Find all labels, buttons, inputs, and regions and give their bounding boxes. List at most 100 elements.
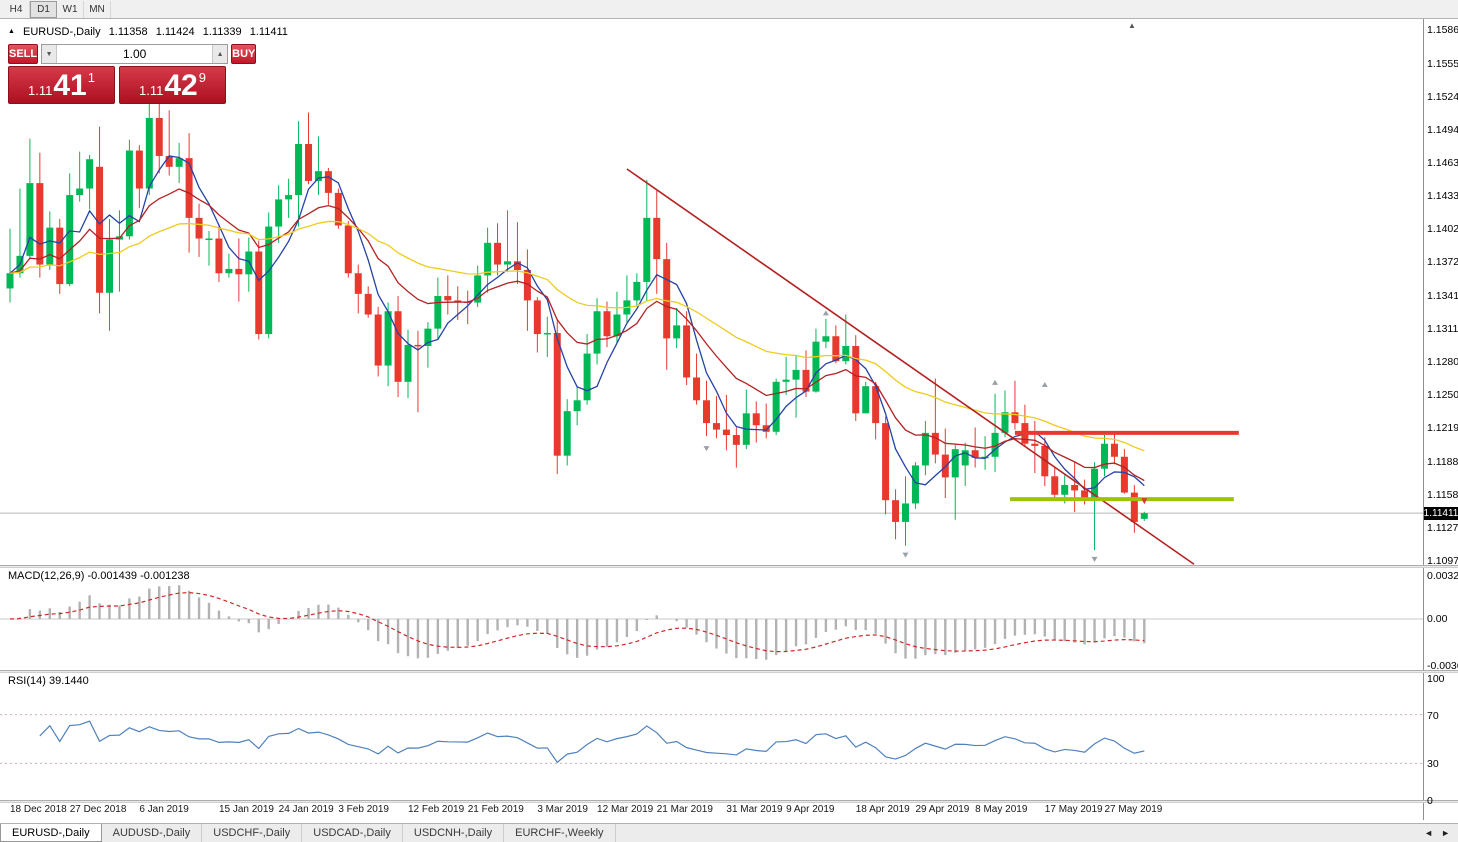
price-scale-label: 1.13110 (1427, 322, 1458, 335)
volume-input[interactable] (57, 45, 213, 63)
fractal-marker (992, 379, 999, 385)
fractal-marker (1041, 382, 1048, 388)
rsi-panel-splitter[interactable] (0, 670, 1458, 673)
price-scale-label: 1.15245 (1427, 90, 1458, 103)
symbol-icon: ▲ (8, 28, 15, 35)
timeframe-h4-button[interactable]: H4 (3, 0, 30, 18)
fractal-marker (1091, 556, 1098, 562)
price-scale-label: 1.12195 (1427, 421, 1458, 434)
date-axis-label: 17 May 2019 (1044, 804, 1103, 815)
date-axis-label: 29 Apr 2019 (915, 804, 970, 815)
tab-usdcad-daily[interactable]: USDCAD-,Daily (302, 824, 403, 842)
price-scale-label: 1.15860 (1427, 24, 1458, 36)
current-price-tag: 1.11411 (1423, 507, 1458, 520)
date-axis-label: 3 Mar 2019 (537, 804, 588, 815)
date-axis-label: 9 Apr 2019 (786, 804, 835, 815)
chart-shift-marker[interactable]: ▲ (1128, 21, 1136, 30)
date-axis-label: 31 Mar 2019 (726, 804, 783, 815)
timeframe-mn-button[interactable]: MN (84, 0, 111, 18)
ohlc-close: 1.11411 (249, 26, 288, 38)
price-scale-label: 1.11580 (1427, 488, 1458, 501)
price-scale-label: 1.14330 (1427, 190, 1458, 203)
price-scale-label: 1.11275 (1427, 521, 1458, 534)
tab-audusd-daily[interactable]: AUDUSD-,Daily (102, 824, 203, 842)
price-scale-label: 1.12500 (1427, 388, 1458, 401)
tab-usdchf-daily[interactable]: USDCHF-,Daily (202, 824, 303, 842)
ask-price-point-digit: 9 (198, 70, 206, 85)
date-axis-label: 27 Dec 2018 (69, 804, 127, 815)
volume-increase-button[interactable]: ▲ (212, 45, 228, 63)
date-axis-label: 18 Apr 2019 (855, 804, 910, 815)
ask-price-button[interactable]: 1.11 42 9 (119, 66, 226, 104)
buy-button[interactable]: BUY (231, 44, 257, 64)
fractal-marker (822, 310, 829, 316)
macd-scale-label: 0.00 (1427, 613, 1448, 625)
tab-eurchf-weekly[interactable]: EURCHF-,Weekly (504, 824, 616, 842)
date-axis-label: 8 May 2019 (975, 804, 1028, 815)
price-scale-label: 1.14635 (1427, 157, 1458, 170)
price-scale-label: 1.12805 (1427, 355, 1458, 368)
sell-arrow-marker (1141, 498, 1148, 505)
descending-trendline[interactable] (626, 168, 1195, 565)
price-scale-label: 1.13415 (1427, 289, 1458, 302)
tab-eurusd-daily[interactable]: EURUSD-,Daily (0, 824, 102, 842)
date-axis-label: 12 Mar 2019 (597, 804, 654, 815)
rsi-panel[interactable] (0, 714, 1423, 764)
date-axis-label: 24 Jan 2019 (278, 804, 334, 815)
bid-price-prefix: 1.11 (28, 83, 53, 98)
date-axis-label: 3 Feb 2019 (338, 804, 389, 815)
macd-panel[interactable] (0, 585, 1423, 660)
timeframe-toolbar: H4 D1 W1 MN (0, 0, 1458, 19)
price-scale-label: 1.13720 (1427, 256, 1458, 269)
date-axis-label: 12 Feb 2019 (408, 804, 465, 815)
rsi-header: RSI(14) 39.1440 (8, 675, 89, 687)
one-click-trading-panel: SELL ▼ ▲ BUY 1.11 41 1 1.11 42 9 (8, 44, 257, 104)
bid-price-button[interactable]: 1.11 41 1 (8, 66, 115, 104)
rsi-scale-label: 70 (1427, 709, 1439, 722)
volume-decrease-button[interactable]: ▼ (42, 45, 58, 63)
ohlc-open: 1.11358 (108, 26, 148, 38)
price-scale-label: 1.15550 (1427, 57, 1458, 70)
rsi-scale-label: 100 (1427, 673, 1445, 685)
timeframe-w1-button[interactable]: W1 (57, 0, 84, 18)
date-axis-splitter (0, 800, 1458, 803)
chart-tab-bar: EURUSD-,Daily AUDUSD-,Daily USDCHF-,Dail… (0, 823, 1458, 842)
date-axis-label: 21 Feb 2019 (467, 804, 524, 815)
price-scale-label: 1.11885 (1427, 455, 1458, 468)
date-axis-label: 18 Dec 2018 (10, 804, 67, 815)
date-axis-label: 21 Mar 2019 (656, 804, 713, 815)
date-axis-label: 27 May 2019 (1104, 804, 1163, 815)
moving-average-13 (9, 188, 1145, 482)
date-axis-label: 15 Jan 2019 (218, 804, 274, 815)
moving-average-5 (9, 155, 1145, 491)
ask-price-big-digits: 42 (164, 69, 198, 102)
rsi-scale-label: 0 (1427, 795, 1433, 807)
date-axis-label: 6 Jan 2019 (139, 804, 189, 815)
timeframe-d1-button[interactable]: D1 (30, 0, 57, 18)
macd-scale-label: -0.00365 (1427, 660, 1458, 673)
fractal-marker (703, 446, 710, 452)
price-scale-separator (1423, 19, 1424, 820)
main-price-panel[interactable] (0, 92, 1423, 565)
bid-price-big-digits: 41 (53, 69, 87, 102)
volume-field: ▼ ▲ (41, 44, 229, 64)
macd-panel-splitter[interactable] (0, 565, 1458, 568)
tab-usdcnh-daily[interactable]: USDCNH-,Daily (403, 824, 505, 842)
macd-scale-label: 0.00328 (1427, 570, 1458, 583)
ohlc-low: 1.11339 (202, 26, 242, 38)
tab-scroll-controls: ◄ ► (1424, 824, 1458, 842)
sell-button[interactable]: SELL (8, 44, 39, 64)
ohlc-high: 1.11424 (155, 26, 195, 38)
price-scale-label: 1.14025 (1427, 223, 1458, 236)
bid-price-point-digit: 1 (87, 70, 95, 85)
tabs-scroll-right-icon[interactable]: ► (1441, 828, 1450, 838)
tabs-scroll-left-icon[interactable]: ◄ (1424, 828, 1434, 838)
moving-average-34 (9, 220, 1145, 452)
ask-price-prefix: 1.11 (139, 83, 164, 98)
macd-header: MACD(12,26,9) -0.001439 -0.001238 (8, 570, 190, 582)
price-scale-label: 1.14940 (1427, 123, 1458, 136)
chart-ohlc-header: ▲ EURUSD-,Daily 1.11358 1.11424 1.11339 … (8, 26, 293, 38)
